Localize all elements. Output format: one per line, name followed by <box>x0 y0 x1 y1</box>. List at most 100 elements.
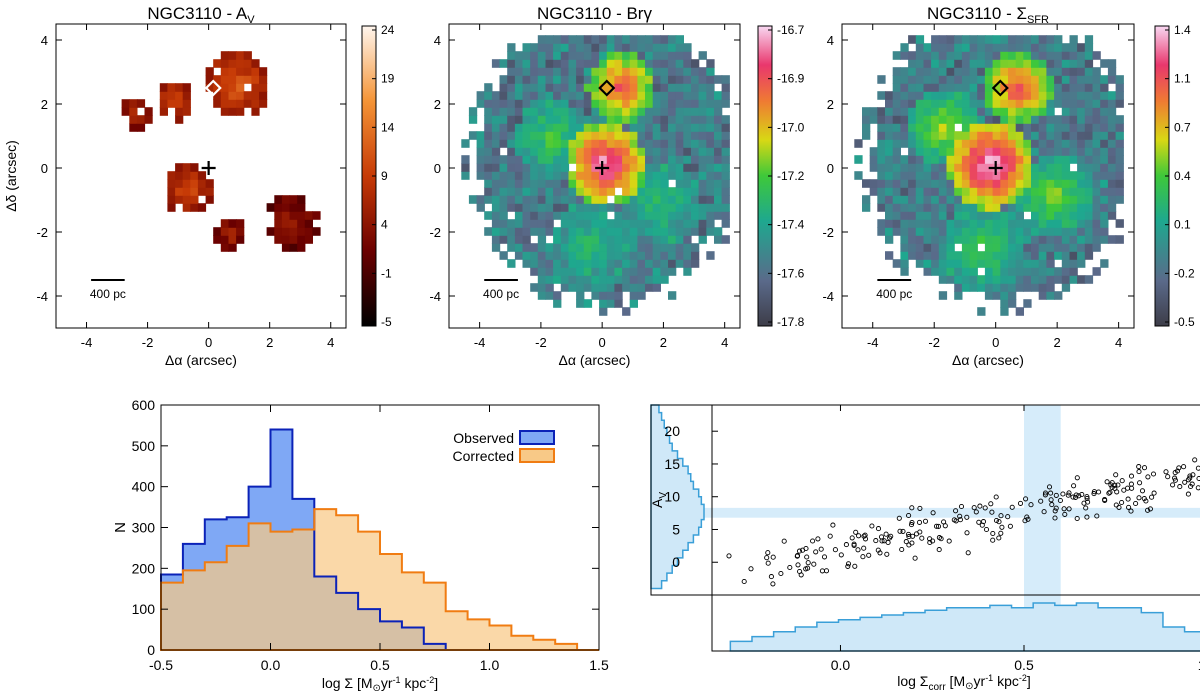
map-pixel <box>243 99 252 108</box>
map-pixel <box>714 155 723 164</box>
map-pixel <box>1008 131 1017 140</box>
scatter-point <box>917 529 923 535</box>
map-pixel <box>560 59 570 68</box>
map-pixel <box>522 243 531 252</box>
map-pixel <box>915 179 925 188</box>
map-pixel <box>1107 203 1117 212</box>
map-pixel <box>537 283 547 292</box>
map-pixel <box>1038 291 1047 300</box>
map-pixel <box>576 211 585 220</box>
map-pixel <box>583 67 593 76</box>
map-pixel <box>923 107 932 116</box>
scatter-point <box>1104 479 1110 485</box>
map-pixel <box>885 139 894 148</box>
scatter-point <box>990 537 996 543</box>
map-pixel <box>606 59 616 68</box>
map-pixel <box>1054 123 1063 132</box>
map-pixel <box>675 59 684 68</box>
map-pixel <box>228 227 237 236</box>
map-pixel <box>938 195 948 204</box>
map-pixel <box>1084 179 1094 188</box>
map-pixel <box>507 139 516 148</box>
map-pixel <box>629 243 638 252</box>
scatter-point <box>815 536 821 542</box>
map-pixel <box>614 267 623 276</box>
map-pixel <box>220 75 229 84</box>
map-pixel <box>992 139 1001 148</box>
map-pixel <box>1023 283 1032 292</box>
map-pixel <box>885 131 894 140</box>
map-pixel <box>537 83 547 92</box>
map-pixel <box>977 235 986 244</box>
map-pixel <box>977 251 986 260</box>
map-pixel <box>614 251 623 260</box>
map-pixel <box>220 227 229 236</box>
map-pixel <box>228 99 237 108</box>
map-pixel <box>629 227 638 236</box>
map-pixel <box>274 227 283 236</box>
map-pixel <box>576 43 585 52</box>
scatter-point <box>853 529 859 535</box>
map-pixel <box>614 283 623 292</box>
map-pixel <box>1008 243 1017 252</box>
map-pixel <box>931 243 940 252</box>
map-pixel <box>1008 99 1017 108</box>
map-pixel <box>545 227 554 236</box>
map-pixel <box>228 83 237 92</box>
map-pixel <box>1031 171 1040 180</box>
map-pixel <box>236 83 245 92</box>
map-pixel <box>1000 219 1009 228</box>
map-pixel <box>984 291 994 300</box>
x-tick-label: 1.5 <box>589 657 609 673</box>
map-pixel <box>568 123 577 132</box>
map-pixel <box>984 267 994 276</box>
map-pixel <box>992 275 1001 284</box>
map-pixel <box>984 123 994 132</box>
map-pixel <box>507 91 516 100</box>
map-pixel <box>1084 59 1094 68</box>
map-pixel <box>522 147 531 156</box>
map-pixel <box>668 35 677 44</box>
map-pixel <box>599 283 608 292</box>
map-pixel <box>568 99 577 108</box>
map-pixel <box>637 275 646 284</box>
map-pixel <box>908 99 917 108</box>
map-pixel <box>1115 235 1124 244</box>
map-pixel <box>560 203 570 212</box>
map-pixel <box>961 75 971 84</box>
map-pixel <box>885 195 894 204</box>
map-pixel <box>652 171 661 180</box>
map-pixel <box>938 115 948 124</box>
map-pixel <box>1046 171 1055 180</box>
scatter-point <box>1170 482 1176 488</box>
map-pixel <box>1061 179 1071 188</box>
map-pixel <box>683 243 692 252</box>
map-pixel <box>522 179 531 188</box>
map-pixel <box>251 99 260 108</box>
map-pixel <box>530 283 539 292</box>
map-pixel <box>499 91 508 100</box>
map-pixel <box>175 195 184 204</box>
map-pixel <box>629 171 638 180</box>
map-pixel <box>1046 227 1055 236</box>
map-pixel <box>954 99 963 108</box>
map-pixel <box>622 99 631 108</box>
map-pixel <box>900 43 909 52</box>
map-pixel <box>645 59 654 68</box>
map-pixel <box>660 51 669 60</box>
map-pixel <box>1092 227 1101 236</box>
map-pixel <box>537 251 547 260</box>
map-pixel <box>499 251 508 260</box>
map-pixel <box>1000 203 1009 212</box>
map-pixel <box>583 187 593 196</box>
map-pixel <box>522 131 531 140</box>
map-pixel <box>977 179 986 188</box>
map-pixel <box>1092 195 1101 204</box>
map-pixel <box>645 187 654 196</box>
map-pixel <box>938 291 948 300</box>
map-pixel <box>892 219 901 228</box>
map-pixel <box>514 83 524 92</box>
map-pixel <box>484 139 493 148</box>
map-pixel <box>1069 211 1078 220</box>
